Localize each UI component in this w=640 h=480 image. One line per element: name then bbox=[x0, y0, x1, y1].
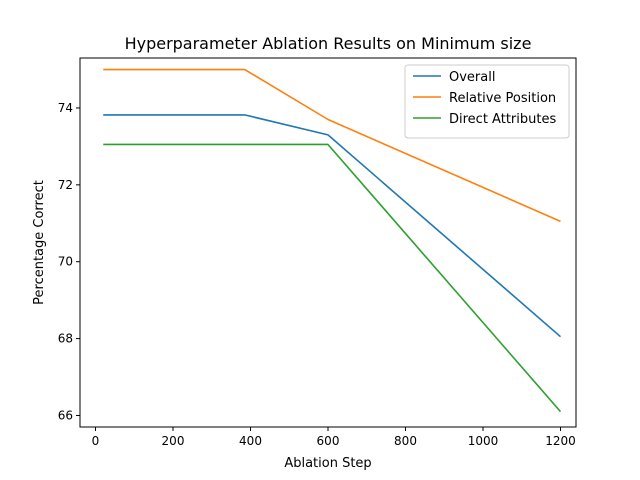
series-line-2 bbox=[103, 143, 562, 413]
series-line-1 bbox=[103, 68, 561, 223]
x-tick-label-3: 600 bbox=[317, 434, 340, 448]
y-tick-label-2: 70 bbox=[58, 255, 73, 269]
chart-title: Hyperparameter Ablation Results on Minim… bbox=[125, 34, 532, 53]
legend-label-2: Direct Attributes bbox=[449, 112, 556, 127]
x-axis-label: Ablation Step bbox=[284, 456, 371, 471]
x-tick-label-0: 0 bbox=[92, 434, 100, 448]
x-tick-label-5: 1000 bbox=[468, 434, 499, 448]
x-tick-label-6: 1200 bbox=[545, 434, 576, 448]
plot-lines bbox=[103, 68, 562, 413]
y-tick-label-1: 68 bbox=[58, 332, 73, 346]
y-axis-label: Percentage Correct bbox=[32, 180, 47, 305]
y-axis: 66 68 70 72 74 bbox=[58, 101, 80, 422]
series-line-0 bbox=[103, 114, 562, 338]
y-tick-label-4: 74 bbox=[58, 101, 73, 115]
x-tick-label-4: 800 bbox=[394, 434, 417, 448]
y-tick-label-0: 66 bbox=[58, 408, 73, 422]
legend-box bbox=[404, 64, 570, 139]
x-tick-label-1: 200 bbox=[162, 434, 185, 448]
x-axis: 0 200 400 600 800 1000 1200 bbox=[92, 427, 576, 448]
legend-label-1: Relative Position bbox=[449, 91, 556, 106]
x-tick-label-2: 400 bbox=[239, 434, 262, 448]
legend: Overall Relative Position Direct Attribute… bbox=[404, 64, 570, 139]
legend-label-0: Overall bbox=[449, 70, 495, 85]
y-tick-label-3: 72 bbox=[58, 178, 73, 192]
